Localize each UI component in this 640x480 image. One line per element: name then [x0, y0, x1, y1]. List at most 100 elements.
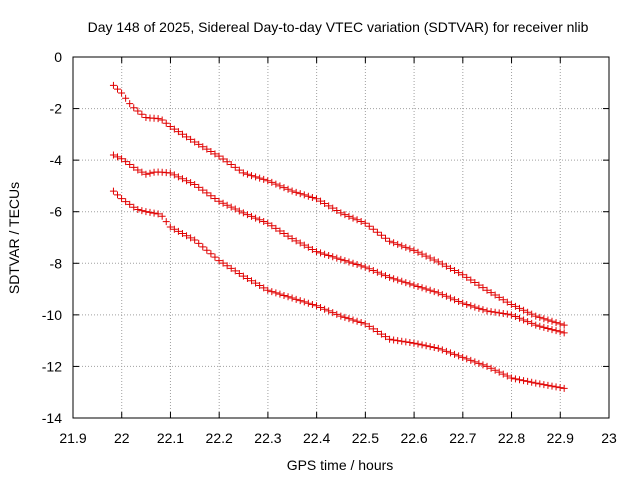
data-point-marker — [394, 240, 402, 248]
data-point-marker — [170, 225, 178, 233]
data-point-marker — [459, 353, 467, 361]
data-point-marker — [227, 203, 235, 211]
data-point-marker — [365, 265, 373, 273]
data-point-marker — [166, 122, 174, 130]
data-point-marker — [272, 180, 280, 188]
data-point-marker — [187, 135, 195, 143]
data-point-marker — [325, 251, 333, 259]
data-point-marker — [442, 347, 450, 355]
data-point-marker — [142, 170, 150, 178]
x-tick-label: 22 — [114, 430, 130, 446]
data-point-marker — [532, 379, 540, 387]
series-3 — [109, 187, 568, 392]
grid-lines — [73, 57, 609, 418]
data-point-marker — [491, 308, 499, 316]
data-point-marker — [495, 309, 503, 317]
data-point-marker — [503, 372, 511, 380]
data-point-marker — [142, 208, 150, 216]
data-point-marker — [430, 343, 438, 351]
data-point-marker — [304, 192, 312, 200]
data-point-marker — [451, 350, 459, 358]
data-point-marker — [524, 377, 532, 385]
data-point-marker — [284, 293, 292, 301]
data-point-marker — [361, 219, 369, 227]
data-point-marker — [442, 292, 450, 300]
data-point-marker — [288, 294, 296, 302]
data-point-marker — [231, 163, 239, 171]
data-point-marker — [548, 382, 556, 390]
data-point-marker — [516, 314, 524, 322]
data-point-marker — [446, 294, 454, 302]
data-point-marker — [552, 319, 560, 327]
x-tick-label: 22.3 — [254, 430, 281, 446]
data-point-marker — [459, 271, 467, 279]
data-point-marker — [516, 304, 524, 312]
data-point-marker — [134, 166, 142, 174]
data-series — [109, 81, 568, 392]
data-point-marker — [122, 158, 130, 166]
data-point-marker — [158, 116, 166, 124]
data-point-marker — [276, 290, 284, 298]
data-point-marker — [162, 119, 170, 127]
data-point-marker — [199, 186, 207, 194]
data-point-marker — [528, 310, 536, 318]
data-point-marker — [260, 284, 268, 292]
data-point-marker — [341, 313, 349, 321]
data-point-marker — [195, 239, 203, 247]
data-point-marker — [394, 337, 402, 345]
data-point-marker — [126, 100, 134, 108]
data-point-marker — [382, 272, 390, 280]
data-point-marker — [463, 300, 471, 308]
data-point-marker — [235, 166, 243, 174]
data-point-marker — [227, 264, 235, 272]
data-point-marker — [207, 147, 215, 155]
data-point-marker — [308, 193, 316, 201]
data-point-marker — [426, 254, 434, 262]
data-point-marker — [377, 231, 385, 239]
x-tick-label: 22.6 — [400, 430, 427, 446]
data-point-marker — [402, 279, 410, 287]
data-point-marker — [426, 286, 434, 294]
data-point-marker — [540, 323, 548, 331]
data-point-marker — [187, 179, 195, 187]
data-point-marker — [491, 366, 499, 374]
data-point-marker — [109, 151, 117, 159]
data-point-marker — [114, 153, 122, 161]
data-point-marker — [434, 289, 442, 297]
data-point-marker — [349, 316, 357, 324]
data-point-marker — [556, 328, 564, 336]
data-point-marker — [170, 171, 178, 179]
data-point-marker — [134, 206, 142, 214]
data-point-marker — [288, 235, 296, 243]
data-point-marker — [507, 374, 515, 382]
data-point-marker — [398, 337, 406, 345]
data-point-marker — [430, 288, 438, 296]
data-point-marker — [325, 202, 333, 210]
data-point-marker — [430, 256, 438, 264]
data-point-marker — [292, 295, 300, 303]
data-point-marker — [203, 145, 211, 153]
data-point-marker — [122, 198, 130, 206]
data-point-marker — [349, 214, 357, 222]
data-point-marker — [276, 182, 284, 190]
data-point-marker — [544, 316, 552, 324]
data-point-marker — [369, 267, 377, 275]
data-point-marker — [223, 262, 231, 270]
data-point-marker — [345, 258, 353, 266]
data-point-marker — [341, 257, 349, 265]
data-point-marker — [126, 200, 134, 208]
data-point-marker — [252, 173, 260, 181]
data-point-marker — [418, 341, 426, 349]
data-point-marker — [556, 384, 564, 392]
data-point-marker — [264, 219, 272, 227]
data-point-marker — [495, 368, 503, 376]
data-point-marker — [483, 286, 491, 294]
data-point-marker — [223, 201, 231, 209]
data-point-marker — [219, 155, 227, 163]
data-point-marker — [467, 356, 475, 364]
data-point-marker — [414, 282, 422, 290]
data-point-marker — [304, 299, 312, 307]
data-point-marker — [410, 281, 418, 289]
data-point-marker — [146, 169, 154, 177]
data-point-marker — [422, 285, 430, 293]
